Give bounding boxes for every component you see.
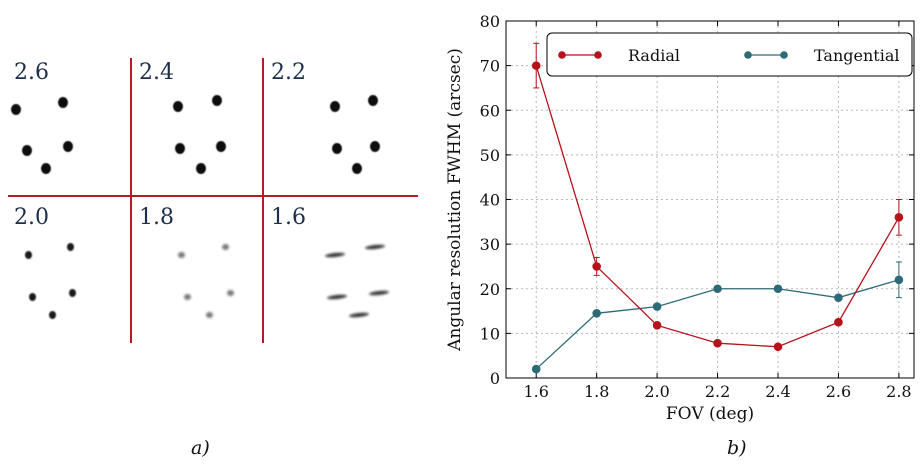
data-point: [531, 61, 541, 70]
legend-marker: [780, 51, 788, 59]
x-tick-label: 1.6: [523, 382, 548, 401]
psf-spot: [332, 142, 342, 154]
legend-label: Radial: [628, 46, 680, 65]
psf-spot: [41, 162, 51, 174]
divider-vertical-2: [262, 58, 264, 343]
y-tick-label: 30: [480, 235, 500, 254]
psf-spot: [173, 100, 183, 112]
psf-spot: [183, 294, 191, 300]
y-tick-label: 60: [480, 101, 500, 120]
psf-spot: [330, 100, 340, 112]
panel-b-caption: b): [727, 437, 747, 459]
y-tick-label: 80: [480, 12, 500, 31]
psf-spot: [221, 244, 229, 250]
fov-label: 2.6: [14, 60, 49, 85]
psf-spot: [177, 252, 185, 258]
psf-spot: [11, 103, 21, 115]
spot-image-2.4: 2.4: [133, 58, 253, 195]
fov-label: 2.4: [139, 60, 174, 85]
psf-spot: [196, 162, 206, 174]
psf-spot: [326, 293, 348, 301]
spot-image-2.6: 2.6: [8, 58, 128, 195]
psf-spot: [24, 251, 32, 259]
psf-spot: [226, 290, 234, 296]
data-point: [652, 302, 662, 311]
panel-a-caption: a): [191, 437, 210, 459]
spot-image-1.6: 1.6: [265, 203, 390, 340]
psf-spot: [364, 243, 386, 251]
psf-spot: [205, 312, 213, 318]
data-point: [592, 262, 601, 271]
psf-spot-grid: 2.6 2.4 2.2 2.0 1.8 1.6: [8, 58, 418, 343]
data-point: [894, 275, 904, 285]
data-point: [894, 213, 904, 222]
data-point: [834, 293, 843, 302]
psf-spot: [352, 162, 362, 174]
psf-spot: [175, 142, 185, 154]
psf-spot: [212, 94, 222, 106]
data-point: [834, 317, 843, 327]
spot-image-1.8: 1.8: [133, 203, 253, 340]
spot-image-2.2: 2.2: [265, 58, 385, 195]
psf-spot: [48, 311, 56, 319]
psf-spot: [28, 293, 36, 301]
psf-spot: [368, 289, 390, 297]
psf-spot: [68, 289, 76, 297]
x-tick-label: 2.0: [644, 382, 669, 401]
legend-marker: [744, 51, 752, 59]
series-line-tangential: [535, 279, 900, 370]
x-tick-label: 2.4: [765, 382, 790, 401]
data-point: [713, 284, 722, 294]
psf-spot: [348, 311, 370, 319]
psf-spot: [370, 140, 380, 152]
x-tick-label: 2.2: [705, 382, 730, 401]
legend-label: Tangential: [814, 46, 900, 65]
legend-box: [546, 32, 913, 77]
psf-spot: [66, 243, 74, 251]
divider-vertical-1: [130, 58, 132, 343]
fov-label: 1.8: [139, 205, 174, 230]
y-tick-label: 10: [480, 324, 500, 343]
data-point: [652, 321, 662, 330]
series-radial: [531, 42, 904, 352]
y-tick-label: 40: [480, 191, 500, 210]
y-tick-label: 0: [490, 369, 500, 388]
psf-spot: [22, 144, 32, 156]
data-point: [531, 364, 541, 374]
legend-marker: [558, 51, 566, 59]
x-tick-label: 2.6: [826, 382, 851, 401]
divider-horizontal: [8, 195, 418, 197]
y-axis-label: Angular resolution FWHM (arcsec): [445, 48, 465, 352]
psf-spot: [368, 94, 378, 106]
fov-label: 2.0: [14, 205, 49, 230]
data-point: [773, 284, 783, 294]
legend: Radial Tangential: [546, 32, 913, 77]
data-point: [773, 342, 783, 352]
psf-spot: [63, 140, 73, 152]
data-point: [592, 308, 601, 318]
psf-spot: [58, 96, 68, 108]
psf-spot: [324, 251, 346, 259]
y-tick-label: 50: [480, 146, 500, 165]
x-tick-label: 1.8: [584, 382, 609, 401]
legend-marker: [594, 51, 602, 59]
y-tick-label: 20: [480, 280, 500, 299]
resolution-chart: 1.6 1.8 2.0 2.2 2.4 2.6 2.8 0 10 20 30 40 50 60 70 80 FO…: [445, 12, 915, 424]
spot-image-2.0: 2.0: [8, 203, 128, 340]
fov-label: 2.2: [271, 60, 306, 85]
data-point: [713, 338, 722, 348]
psf-spot: [216, 140, 226, 152]
fov-label: 1.6: [271, 205, 306, 230]
series-tangential: [531, 261, 904, 374]
x-tick-label: 2.8: [886, 382, 911, 401]
y-tick-label: 70: [480, 57, 500, 76]
x-axis-label: FOV (deg): [666, 404, 754, 424]
